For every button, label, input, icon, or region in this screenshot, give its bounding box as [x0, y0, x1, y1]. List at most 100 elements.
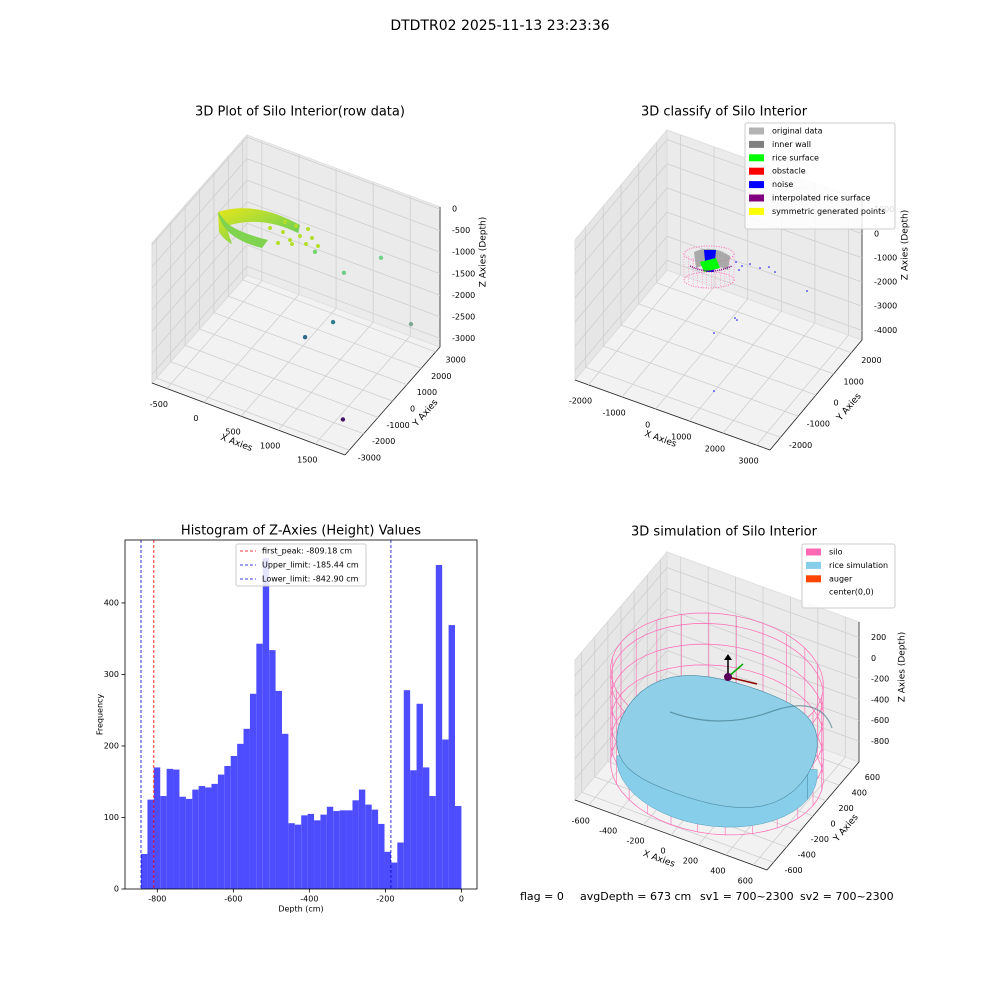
x-tick-label: 1000 [260, 442, 280, 451]
z-tick-label: -2500 [452, 312, 475, 321]
hist-bar [185, 798, 193, 889]
grid-line [151, 244, 248, 354]
x-tick-label: 0 [645, 420, 650, 429]
hist-bar [403, 690, 411, 889]
y-tick-label: 0 [833, 399, 838, 408]
z-tick-label: -4000 [874, 326, 897, 335]
z-tick-label: -200 [871, 675, 889, 684]
wall-point [306, 227, 310, 231]
data-point [302, 335, 308, 340]
y-tick-label: 200 [839, 804, 854, 813]
z-axis-label: Z Axies (Depth) [901, 210, 911, 281]
grid-line [246, 244, 441, 318]
hist-bar [422, 767, 430, 889]
auger-axis [724, 654, 732, 660]
hist-bar [224, 765, 231, 889]
y-axis-label: Y Axies [831, 812, 861, 844]
grid-line [242, 279, 436, 353]
grid-line [151, 266, 248, 375]
grid-line [656, 282, 852, 354]
x-tick-label: -200 [626, 837, 644, 846]
x-tick-label: -600 [572, 817, 590, 826]
legend-label: Upper_limit: -185.44 cm [262, 561, 359, 570]
y-tick-label: 2000 [431, 372, 451, 381]
data-point [312, 249, 318, 255]
grid-line [574, 260, 668, 371]
hist-bar [314, 820, 321, 889]
hist-bar [205, 787, 212, 889]
wall-band [218, 212, 268, 248]
grid-line [574, 211, 668, 323]
grid-line [638, 303, 834, 375]
hist-bar [320, 814, 327, 889]
grid-line [666, 211, 863, 283]
y-tick-label: -2000 [789, 441, 812, 450]
hist-bar [397, 842, 404, 889]
plot-title: Histogram of Z-Axies (Height) Values [181, 524, 421, 539]
grid-line [585, 366, 781, 438]
grid-line [156, 377, 350, 451]
footer-sv1: sv1 = 700~2300 [700, 890, 794, 903]
plot-title: 3D Plot of Silo Interior(row data) [195, 105, 405, 120]
grid-line [246, 201, 441, 275]
legend-swatch [749, 154, 764, 162]
z-axis-label: Z Axies (Depth) [479, 217, 489, 288]
legend-box [744, 122, 896, 230]
y-tick-label: 300 [104, 670, 119, 679]
y-tick-label: 600 [865, 773, 880, 782]
wall-point [283, 220, 287, 224]
hist-bar [198, 786, 206, 889]
x-tick-label: 0 [193, 414, 198, 423]
hist-bar [390, 862, 398, 889]
hist-bar [339, 810, 347, 889]
hist-bar [346, 810, 353, 889]
z-tick-label: -2000 [452, 291, 475, 300]
z-tick-label: -600 [871, 716, 889, 725]
grid-line [151, 158, 248, 267]
hist-bar [147, 799, 154, 889]
hist-bar [442, 739, 449, 889]
noise-point [768, 266, 770, 268]
hist-bar [192, 789, 199, 889]
grid-line [246, 266, 441, 339]
grid-line [666, 567, 860, 638]
z-tick-label: -2000 [874, 278, 897, 287]
hist-bar [365, 804, 372, 889]
y-tick-label: 1000 [844, 377, 864, 386]
hist-bar [179, 796, 186, 889]
hist-bar [141, 853, 148, 889]
wall-point [290, 242, 294, 246]
data-point [341, 270, 347, 275]
legend-box [235, 543, 367, 587]
legend-label: symmetric generated points [772, 207, 885, 216]
grid-line [213, 312, 408, 386]
legend-label: auger [829, 574, 853, 583]
legend-label: rice surface [772, 153, 819, 162]
x-tick-label: -500 [150, 400, 168, 409]
y-tick-label: 400 [104, 598, 119, 607]
hist-bar [358, 789, 366, 889]
grid-line [581, 791, 774, 863]
footer-depth: avgDepth = 673 cm [580, 890, 691, 903]
plot-3d: -2000 -1000 0 1000 2000 3000 -2000 -1000 0 1000 20… [569, 105, 911, 466]
histogram: -800 -600 -400 -200 0 0 100 200 300 400 Depth (cm)… [96, 524, 478, 914]
z-tick-label: 0 [452, 205, 457, 214]
y-tick-label: -3000 [358, 454, 381, 463]
y-tick-label: 200 [104, 741, 119, 750]
grid-line [228, 295, 422, 369]
hist-bar [275, 690, 282, 889]
legend-label: noise [772, 180, 793, 189]
hist-bar [269, 650, 276, 889]
rice-ridge [669, 705, 833, 729]
rice-surface [700, 258, 720, 272]
wall-band [218, 208, 300, 244]
grid-line [574, 163, 668, 275]
hist-bar [160, 796, 167, 889]
y-tick-label: -2000 [372, 437, 395, 446]
hist-bar [237, 743, 244, 889]
y-axis-label: Frequency [96, 694, 105, 736]
wall-point [268, 226, 272, 230]
z-tick-label: -3000 [452, 334, 475, 343]
hist-bar [448, 625, 455, 889]
